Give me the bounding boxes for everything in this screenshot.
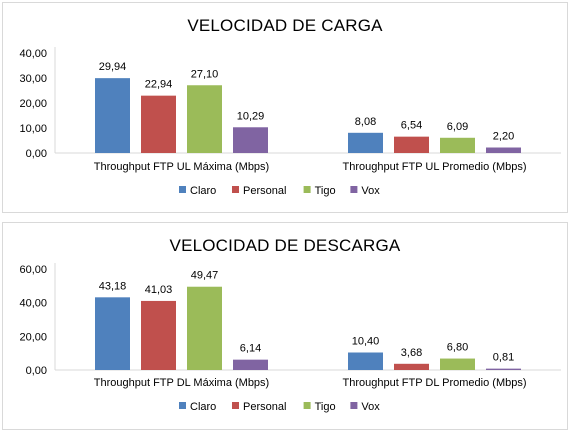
bar-tigo	[440, 358, 475, 370]
y-tick-label: 20,00	[19, 331, 47, 343]
y-tick-label: 0,00	[26, 148, 47, 160]
legend-label-vox: Vox	[361, 401, 380, 413]
y-tick-label: 20,00	[19, 98, 47, 110]
data-label: 29,94	[99, 61, 127, 73]
bar-personal	[394, 363, 429, 370]
legend-swatch-personal	[232, 402, 239, 409]
data-label: 3,68	[401, 347, 422, 359]
data-label: 41,03	[145, 284, 173, 296]
data-label: 6,09	[447, 121, 468, 133]
legend-swatch-vox	[350, 402, 358, 409]
bar-personal	[394, 136, 429, 153]
bar-claro	[348, 352, 383, 370]
bar-vox	[233, 127, 268, 153]
data-label: 49,47	[191, 270, 219, 282]
chart-title: VELOCIDAD DE CARGA	[187, 16, 383, 35]
bar-vox	[233, 359, 268, 370]
data-label: 6,80	[447, 342, 468, 354]
legend-label-claro: Claro	[190, 185, 216, 197]
data-label: 27,10	[191, 68, 219, 80]
x-category-label: Throughput FTP DL Promedio (Mbps)	[342, 377, 526, 389]
bar-claro	[95, 78, 130, 153]
upload-speed-chart: VELOCIDAD DE CARGA 0,00 10,00 20,00 30,00 40…	[2, 2, 568, 213]
upload-speed-plot: 0,00 10,00 20,00 30,00 40,00 29,94 22,94 27,10 1…	[19, 47, 561, 197]
bar-tigo	[187, 286, 222, 370]
legend-swatch-vox	[350, 186, 358, 193]
bar-tigo	[440, 137, 475, 153]
data-label: 10,40	[352, 335, 380, 347]
data-label: 10,29	[237, 110, 265, 122]
y-tick-label: 40,00	[19, 298, 47, 310]
chart-title: VELOCIDAD DE DESCARGA	[169, 236, 401, 255]
legend-swatch-personal	[232, 186, 239, 193]
legend-label-personal: Personal	[243, 401, 286, 413]
x-category-label: Throughput FTP UL Máxima (Mbps)	[94, 161, 269, 173]
download-speed-chart: VELOCIDAD DE DESCARGA 0,00 20,00 40,00 60,0…	[2, 222, 568, 430]
bar-claro	[95, 297, 130, 370]
bar-claro	[348, 132, 383, 153]
data-label: 22,94	[145, 79, 173, 91]
legend-label-claro: Claro	[190, 401, 216, 413]
y-tick-label: 10,00	[19, 123, 47, 135]
legend-label-vox: Vox	[361, 185, 380, 197]
bar-tigo	[187, 85, 222, 153]
legend-label-personal: Personal	[243, 185, 286, 197]
bar-vox	[486, 147, 521, 153]
data-label: 0,81	[493, 352, 514, 364]
data-label: 6,54	[401, 120, 422, 132]
y-tick-label: 0,00	[26, 365, 47, 377]
legend-swatch-claro	[179, 186, 186, 193]
legend-label-tigo: Tigo	[315, 185, 336, 197]
data-label: 6,14	[240, 343, 261, 355]
data-label: 8,08	[355, 116, 376, 128]
y-tick-label: 40,00	[19, 48, 47, 60]
download-speed-plot: 0,00 20,00 40,00 60,00 43,18 41,03 49,47 6,14 Th…	[19, 263, 561, 413]
y-tick-label: 30,00	[19, 73, 47, 85]
x-category-label: Throughput FTP UL Promedio (Mbps)	[342, 161, 526, 173]
y-tick-label: 60,00	[19, 264, 47, 276]
x-category-label: Throughput FTP DL Máxima (Mbps)	[94, 377, 269, 389]
legend-swatch-claro	[179, 402, 186, 409]
bar-personal	[141, 300, 176, 370]
bar-vox	[486, 368, 521, 370]
data-label: 2,20	[493, 131, 514, 143]
legend-label-tigo: Tigo	[315, 401, 336, 413]
legend-swatch-tigo	[303, 402, 311, 409]
data-label: 43,18	[99, 280, 127, 292]
legend-swatch-tigo	[303, 186, 311, 193]
bar-personal	[141, 95, 176, 153]
